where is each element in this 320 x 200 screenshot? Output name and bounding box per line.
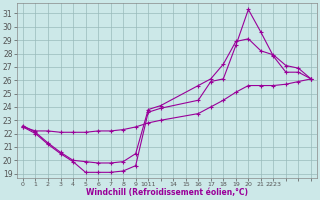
X-axis label: Windchill (Refroidissement éolien,°C): Windchill (Refroidissement éolien,°C) xyxy=(86,188,248,197)
